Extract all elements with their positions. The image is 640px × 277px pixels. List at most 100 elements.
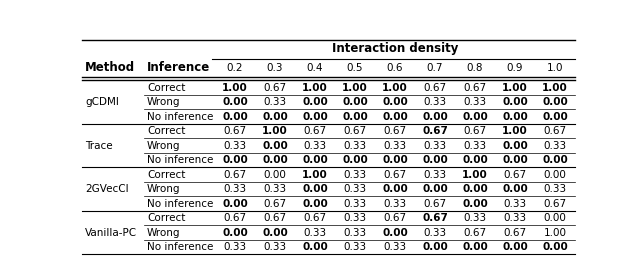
Text: 0.9: 0.9 bbox=[507, 63, 524, 73]
Text: Wrong: Wrong bbox=[147, 97, 180, 107]
Text: 1.00: 1.00 bbox=[502, 83, 528, 93]
Text: 0.00: 0.00 bbox=[422, 242, 448, 252]
Text: 0.00: 0.00 bbox=[222, 199, 248, 209]
Text: 0.00: 0.00 bbox=[422, 112, 448, 122]
Text: gCDMI: gCDMI bbox=[85, 97, 119, 107]
Text: 0.00: 0.00 bbox=[382, 155, 408, 165]
Text: 0.33: 0.33 bbox=[543, 184, 566, 194]
Text: 0.33: 0.33 bbox=[504, 213, 527, 223]
Text: 0.7: 0.7 bbox=[427, 63, 444, 73]
Text: 0.33: 0.33 bbox=[303, 228, 326, 238]
Text: 0.00: 0.00 bbox=[222, 112, 248, 122]
Text: 0.67: 0.67 bbox=[424, 199, 447, 209]
Text: Wrong: Wrong bbox=[147, 141, 180, 151]
Text: 0.33: 0.33 bbox=[424, 228, 447, 238]
Text: 0.33: 0.33 bbox=[463, 97, 486, 107]
Text: 0.00: 0.00 bbox=[262, 155, 288, 165]
Text: 0.00: 0.00 bbox=[222, 97, 248, 107]
Text: 1.00: 1.00 bbox=[502, 126, 528, 136]
Text: 0.33: 0.33 bbox=[344, 184, 367, 194]
Text: 0.33: 0.33 bbox=[344, 141, 367, 151]
Text: 0.00: 0.00 bbox=[302, 155, 328, 165]
Text: 0.33: 0.33 bbox=[223, 184, 246, 194]
Text: 0.67: 0.67 bbox=[424, 83, 447, 93]
Text: 0.67: 0.67 bbox=[422, 213, 448, 223]
Text: Correct: Correct bbox=[147, 170, 186, 180]
Text: 0.67: 0.67 bbox=[223, 170, 246, 180]
Text: Interaction density: Interaction density bbox=[332, 42, 458, 55]
Text: 0.67: 0.67 bbox=[504, 170, 527, 180]
Text: 1.00: 1.00 bbox=[262, 126, 288, 136]
Text: 0.67: 0.67 bbox=[504, 228, 527, 238]
Text: 0.00: 0.00 bbox=[302, 184, 328, 194]
Text: 0.33: 0.33 bbox=[223, 242, 246, 252]
Text: 0.00: 0.00 bbox=[302, 199, 328, 209]
Text: 1.00: 1.00 bbox=[302, 83, 328, 93]
Text: 0.00: 0.00 bbox=[543, 170, 566, 180]
Text: 0.00: 0.00 bbox=[502, 242, 528, 252]
Text: Vanilla-PC: Vanilla-PC bbox=[85, 228, 137, 238]
Text: 0.33: 0.33 bbox=[303, 141, 326, 151]
Text: 1.00: 1.00 bbox=[462, 170, 488, 180]
Text: 0.33: 0.33 bbox=[504, 199, 527, 209]
Text: 0.00: 0.00 bbox=[382, 97, 408, 107]
Text: 0.67: 0.67 bbox=[463, 228, 486, 238]
Text: 0.67: 0.67 bbox=[543, 126, 566, 136]
Text: 0.00: 0.00 bbox=[222, 155, 248, 165]
Text: 0.67: 0.67 bbox=[264, 213, 287, 223]
Text: 0.00: 0.00 bbox=[502, 97, 528, 107]
Text: 0.00: 0.00 bbox=[302, 242, 328, 252]
Text: 0.33: 0.33 bbox=[424, 97, 447, 107]
Text: 0.5: 0.5 bbox=[347, 63, 363, 73]
Text: 0.67: 0.67 bbox=[543, 199, 566, 209]
Text: 0.33: 0.33 bbox=[344, 199, 367, 209]
Text: 0.67: 0.67 bbox=[223, 126, 246, 136]
Text: 0.00: 0.00 bbox=[502, 141, 528, 151]
Text: 0.67: 0.67 bbox=[383, 126, 406, 136]
Text: 0.00: 0.00 bbox=[422, 184, 448, 194]
Text: 0.67: 0.67 bbox=[264, 199, 287, 209]
Text: 0.00: 0.00 bbox=[543, 213, 566, 223]
Text: 0.00: 0.00 bbox=[382, 112, 408, 122]
Text: 0.67: 0.67 bbox=[383, 213, 406, 223]
Text: 0.8: 0.8 bbox=[467, 63, 483, 73]
Text: 0.33: 0.33 bbox=[264, 97, 287, 107]
Text: 0.67: 0.67 bbox=[463, 126, 486, 136]
Text: 0.67: 0.67 bbox=[303, 213, 326, 223]
Text: 0.2: 0.2 bbox=[227, 63, 243, 73]
Text: 0.33: 0.33 bbox=[344, 170, 367, 180]
Text: 0.00: 0.00 bbox=[262, 112, 288, 122]
Text: 1.00: 1.00 bbox=[342, 83, 368, 93]
Text: 0.33: 0.33 bbox=[383, 199, 406, 209]
Text: 0.00: 0.00 bbox=[542, 155, 568, 165]
Text: 0.00: 0.00 bbox=[542, 242, 568, 252]
Text: 0.00: 0.00 bbox=[302, 97, 328, 107]
Text: 0.33: 0.33 bbox=[424, 170, 447, 180]
Text: 0.4: 0.4 bbox=[307, 63, 323, 73]
Text: No inference: No inference bbox=[147, 242, 213, 252]
Text: 0.00: 0.00 bbox=[462, 155, 488, 165]
Text: No inference: No inference bbox=[147, 199, 213, 209]
Text: 0.33: 0.33 bbox=[344, 242, 367, 252]
Text: 0.00: 0.00 bbox=[542, 112, 568, 122]
Text: 0.33: 0.33 bbox=[344, 228, 367, 238]
Text: 0.00: 0.00 bbox=[502, 155, 528, 165]
Text: Correct: Correct bbox=[147, 83, 186, 93]
Text: 0.00: 0.00 bbox=[382, 184, 408, 194]
Text: 0.67: 0.67 bbox=[303, 126, 326, 136]
Text: 0.33: 0.33 bbox=[383, 242, 406, 252]
Text: 0.67: 0.67 bbox=[223, 213, 246, 223]
Text: 0.33: 0.33 bbox=[264, 242, 287, 252]
Text: 0.3: 0.3 bbox=[267, 63, 283, 73]
Text: 0.33: 0.33 bbox=[344, 213, 367, 223]
Text: 0.33: 0.33 bbox=[543, 141, 566, 151]
Text: 0.00: 0.00 bbox=[422, 155, 448, 165]
Text: 1.00: 1.00 bbox=[542, 83, 568, 93]
Text: 0.00: 0.00 bbox=[262, 228, 288, 238]
Text: 0.67: 0.67 bbox=[344, 126, 367, 136]
Text: 0.00: 0.00 bbox=[264, 170, 286, 180]
Text: Correct: Correct bbox=[147, 213, 186, 223]
Text: Method: Method bbox=[85, 61, 135, 75]
Text: 0.6: 0.6 bbox=[387, 63, 403, 73]
Text: 0.33: 0.33 bbox=[383, 141, 406, 151]
